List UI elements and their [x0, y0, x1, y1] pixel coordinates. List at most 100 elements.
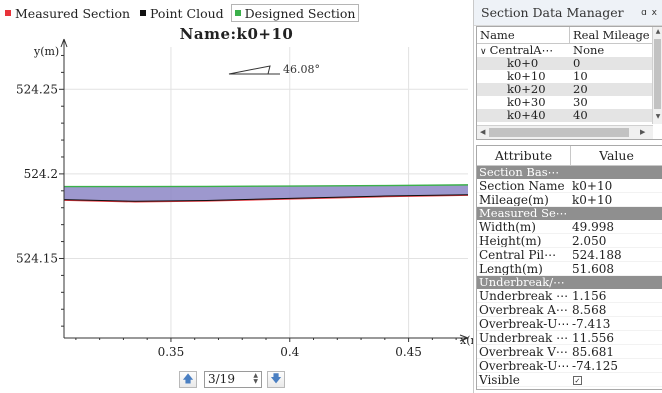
- property-value: k0+10: [571, 179, 613, 192]
- property-row[interactable]: Length(m) 51.608: [477, 262, 662, 276]
- tree-header: Name Real Mileage: [477, 27, 662, 44]
- tree-row[interactable]: k0+30 30: [477, 96, 662, 109]
- y-tick-label: 524.15: [16, 251, 58, 265]
- tree-row-mileage: 30: [573, 95, 588, 109]
- section-page-value: 3/19: [208, 372, 235, 386]
- property-row[interactable]: Underbreak ⋯ 11.556: [477, 331, 662, 345]
- property-attribute: Section Name: [479, 179, 565, 192]
- arrow-down-icon: 🡇: [270, 371, 282, 385]
- tree-row-name: k0+20: [507, 83, 546, 96]
- tree-row-mileage: 40: [573, 108, 588, 122]
- tree-row-name: k0+40: [507, 109, 546, 122]
- scroll-up-icon[interactable]: ▲: [655, 28, 661, 35]
- tree-header-mileage[interactable]: Real Mileage: [573, 28, 650, 42]
- legend-tab-designed-section[interactable]: Designed Section: [230, 4, 360, 22]
- tree-row[interactable]: ∨ CentralA⋯ None: [477, 43, 662, 58]
- property-row[interactable]: Underbreak ⋯ 1.156: [477, 289, 662, 303]
- tree-row-name: k0+0: [507, 57, 539, 70]
- tree-row-mileage: 10: [573, 69, 588, 83]
- legend-tab-point-cloud[interactable]: Point Cloud: [137, 4, 227, 22]
- property-value: 2.050: [571, 234, 607, 247]
- property-value: 85.681: [571, 345, 614, 358]
- visible-checkbox[interactable]: ✓: [572, 376, 582, 385]
- scrollbar-thumb[interactable]: [654, 39, 661, 109]
- property-row[interactable]: Overbreak-U⋯ -7.413: [477, 317, 662, 331]
- measured-section-swatch: [5, 10, 11, 16]
- legend-tab-label: Designed Section: [244, 5, 356, 21]
- designed-section-swatch: [234, 10, 241, 16]
- property-value: 11.556: [571, 331, 614, 344]
- scroll-down-icon[interactable]: ▼: [655, 113, 661, 120]
- properties-header: Attribute Value: [477, 146, 662, 166]
- previous-section-button[interactable]: 🡅: [179, 370, 197, 388]
- property-attribute: Overbreak A⋯: [479, 303, 568, 316]
- property-value: 1.156: [571, 289, 607, 302]
- x-tick-label: 0.4: [280, 345, 299, 359]
- property-category[interactable]: Measured Se⋯: [477, 207, 662, 220]
- property-value[interactable]: ✓: [571, 373, 662, 386]
- property-attribute: Underbreak ⋯: [479, 289, 569, 302]
- tree-row[interactable]: k0+20 20: [477, 83, 662, 96]
- property-value: -74.125: [571, 359, 619, 372]
- x-axis-arrow-icon: [459, 334, 469, 342]
- property-value: k0+10: [571, 193, 613, 206]
- tree-vertical-scrollbar[interactable]: ▲ ▼: [652, 27, 662, 124]
- next-section-button[interactable]: 🡇: [267, 370, 285, 388]
- panel-title: Section Data Manager: [481, 5, 624, 20]
- property-value: -7.413: [571, 317, 611, 330]
- property-attribute: Length(m): [479, 262, 543, 275]
- tree-row-mileage: 20: [573, 82, 588, 96]
- angle-annotation: 46.08°: [283, 63, 320, 76]
- property-value: 51.608: [571, 262, 614, 275]
- overbreak-area: [64, 184, 468, 202]
- spinbox-arrows-icon[interactable]: ▲ ▼: [253, 372, 258, 385]
- panel-pin-close-controls[interactable]: ɑ x: [641, 7, 658, 18]
- property-row[interactable]: Mileage(m) k0+10: [477, 193, 662, 207]
- x-axis-label: x(m): [460, 334, 473, 347]
- properties-header-attribute[interactable]: Attribute: [477, 146, 571, 165]
- property-row[interactable]: Overbreak A⋯ 8.568: [477, 303, 662, 317]
- x-tick-label: 0.45: [395, 345, 422, 359]
- scrollbar-thumb[interactable]: [489, 128, 629, 137]
- property-row[interactable]: Overbreak-U⋯ -74.125: [477, 359, 662, 373]
- section-page-spinbox[interactable]: 3/19 ▲ ▼: [204, 370, 262, 388]
- tree-row-name: k0+30: [507, 96, 546, 109]
- scroll-left-icon[interactable]: ◀: [480, 128, 486, 136]
- tree-row-name: k0+10: [507, 70, 546, 83]
- scroll-right-icon[interactable]: ▶: [640, 128, 646, 136]
- property-attribute: Width(m): [479, 220, 536, 233]
- chevron-down-icon[interactable]: ∨: [480, 47, 487, 57]
- point-cloud-swatch: [140, 10, 147, 16]
- tree-row[interactable]: k0+40 40: [477, 109, 662, 122]
- property-row[interactable]: Visible ✓: [477, 373, 662, 387]
- property-attribute: Visible: [479, 373, 520, 386]
- properties-rows: Section Bas⋯ Section Name k0+10 Mileage(m) k…: [477, 166, 662, 387]
- tree-header-name[interactable]: Name: [477, 27, 570, 43]
- properties-grid: Attribute Value Section Bas⋯ Section Name…: [476, 145, 662, 390]
- property-category[interactable]: Underbreak/⋯: [477, 276, 662, 289]
- arrow-up-icon: 🡅: [182, 371, 194, 385]
- chart-area: Measured Section Point Cloud Designed Se…: [0, 0, 473, 388]
- tree-row[interactable]: k0+0 0: [477, 57, 662, 70]
- property-row[interactable]: Height(m) 2.050: [477, 234, 662, 248]
- property-row[interactable]: Central Pil⋯ 524.188: [477, 248, 662, 262]
- property-row[interactable]: Width(m) 49.998: [477, 220, 662, 234]
- property-row[interactable]: Overbreak V⋯ 85.681: [477, 345, 662, 359]
- property-category[interactable]: Section Bas⋯: [477, 166, 662, 179]
- panel-title-bar: Section Data Manager ɑ x: [474, 0, 662, 26]
- legend-tab-measured-section[interactable]: Measured Section: [2, 4, 133, 22]
- section-tree-grid: Name Real Mileage ∨ CentralA⋯ None k0+0 0 k0+…: [476, 26, 662, 140]
- section-chart[interactable]: 0.35 0.4 0.45 524.25 524.2 524.15 x(m) y(m) 46.0…: [0, 0, 473, 368]
- tree-row[interactable]: k0+10 10: [477, 70, 662, 83]
- property-row[interactable]: Section Name k0+10: [477, 179, 662, 193]
- y-tick-label: 524.2: [24, 167, 58, 181]
- property-attribute: Mileage(m): [479, 193, 549, 206]
- tree-row-mileage: None: [573, 43, 605, 57]
- tree-horizontal-scrollbar[interactable]: ◀ ▶: [477, 125, 653, 139]
- property-value: 524.188: [571, 248, 622, 261]
- properties-header-value[interactable]: Value: [599, 148, 634, 163]
- legend-tab-label: Measured Section: [15, 5, 131, 21]
- series-line-point-cloud: [63, 194, 469, 202]
- property-value: 8.568: [571, 303, 607, 316]
- legend-tab-label: Point Cloud: [150, 5, 224, 21]
